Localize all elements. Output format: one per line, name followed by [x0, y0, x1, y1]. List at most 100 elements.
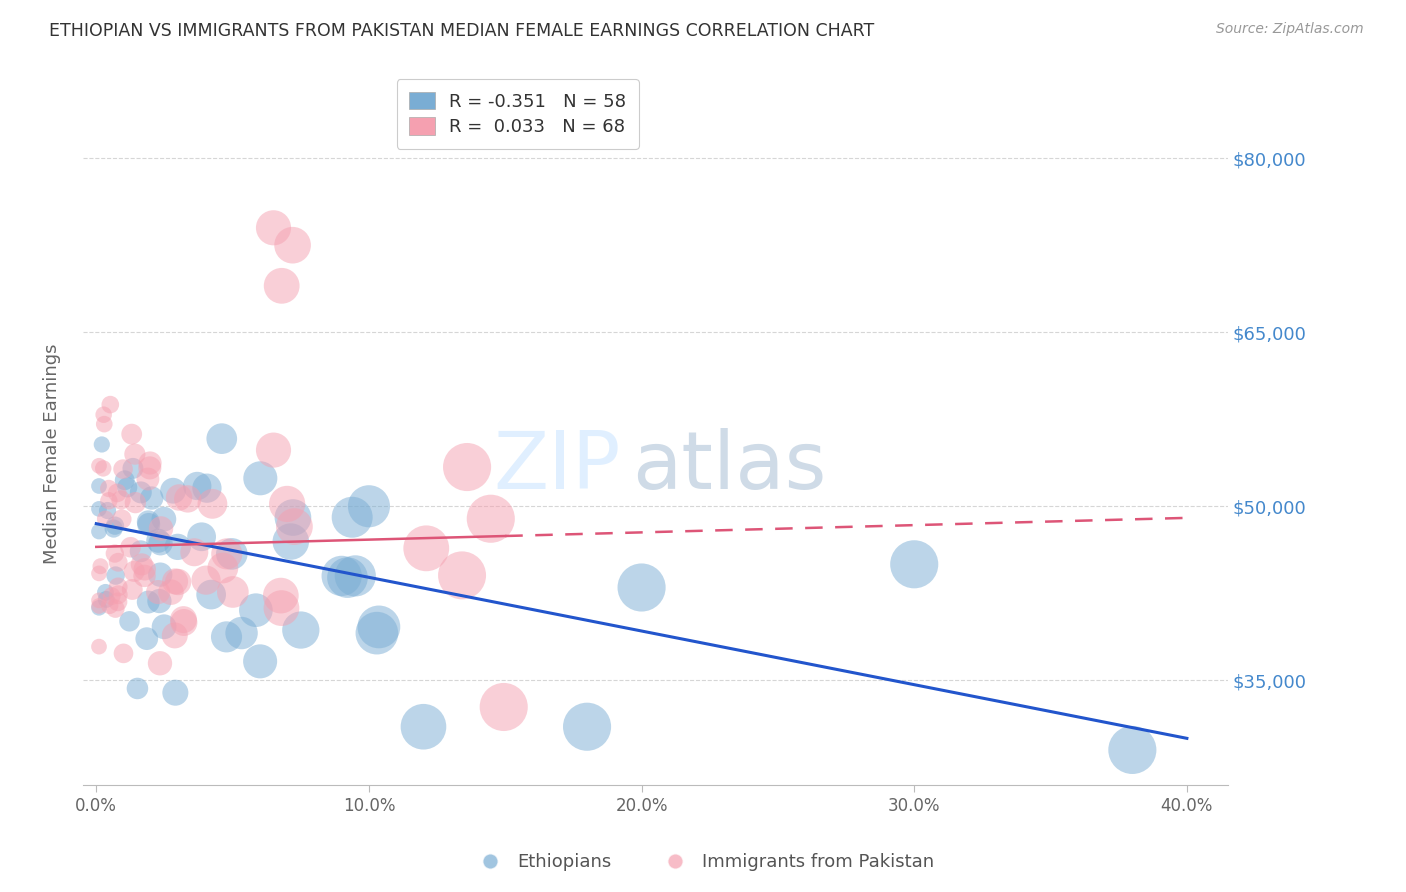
Point [91, 461, 114, 475]
Point [173, 613, 195, 627]
Point [280, 534, 302, 549]
Point [97, 493, 120, 508]
Point [87, 502, 110, 516]
Point [93, 408, 115, 422]
Point [93, 417, 115, 431]
Point [270, 601, 292, 615]
Point [136, 472, 159, 486]
Point [148, 594, 170, 608]
Point [121, 582, 143, 597]
Point [276, 497, 298, 511]
Point [122, 565, 145, 579]
Point [112, 462, 135, 476]
Point [451, 568, 474, 582]
Point [139, 461, 162, 475]
Point [245, 603, 267, 617]
Legend: Ethiopians, Immigrants from Pakistan: Ethiopians, Immigrants from Pakistan [465, 847, 941, 879]
Point [87, 600, 110, 615]
Point [195, 481, 218, 495]
Point [186, 479, 208, 493]
Point [160, 585, 183, 599]
Point [162, 483, 184, 498]
Point [165, 686, 187, 700]
Point [107, 580, 129, 594]
Point [120, 541, 142, 555]
Point [212, 561, 235, 575]
Point [576, 720, 599, 734]
Point [104, 547, 127, 561]
Point [107, 588, 129, 602]
Point [148, 533, 170, 548]
Point [166, 540, 188, 554]
Point [195, 573, 218, 587]
Point [153, 620, 176, 634]
Point [124, 447, 146, 461]
Point [492, 700, 515, 714]
Point [129, 544, 152, 558]
Text: atlas: atlas [633, 428, 827, 507]
Point [283, 519, 305, 533]
Point [249, 471, 271, 485]
Point [281, 510, 304, 524]
Point [121, 427, 143, 442]
Point [87, 524, 110, 539]
Point [163, 628, 186, 642]
Point [270, 278, 292, 293]
Point [127, 681, 149, 696]
Point [231, 626, 253, 640]
Point [177, 491, 200, 506]
Point [94, 512, 117, 526]
Point [104, 518, 127, 533]
Point [97, 482, 120, 496]
Point [131, 558, 153, 572]
Point [215, 547, 238, 561]
Point [100, 589, 122, 603]
Point [167, 574, 190, 589]
Text: Source: ZipAtlas.com: Source: ZipAtlas.com [1216, 22, 1364, 37]
Point [146, 585, 169, 599]
Point [111, 512, 134, 526]
Point [340, 510, 363, 524]
Point [336, 571, 359, 585]
Point [330, 569, 353, 583]
Point [87, 593, 110, 607]
Point [200, 588, 222, 602]
Point [115, 480, 138, 494]
Point [87, 479, 110, 493]
Point [173, 615, 195, 630]
Point [344, 569, 367, 583]
Point [270, 589, 292, 603]
Point [479, 512, 502, 526]
Point [215, 630, 238, 644]
Point [124, 495, 146, 509]
Point [98, 599, 121, 613]
Point [415, 541, 437, 556]
Point [412, 720, 434, 734]
Point [96, 503, 118, 517]
Point [87, 566, 110, 581]
Point [103, 522, 125, 536]
Point [190, 530, 212, 544]
Point [903, 558, 925, 572]
Point [122, 461, 145, 475]
Point [136, 515, 159, 529]
Point [201, 497, 224, 511]
Point [129, 485, 152, 500]
Point [367, 620, 389, 634]
Point [290, 623, 312, 637]
Point [87, 599, 110, 613]
Legend: R = -0.351   N = 58, R =  0.033   N = 68: R = -0.351 N = 58, R = 0.033 N = 68 [396, 79, 638, 149]
Point [149, 536, 172, 550]
Point [110, 492, 132, 507]
Point [118, 615, 141, 629]
Point [150, 521, 173, 535]
Point [104, 601, 127, 615]
Point [141, 491, 163, 505]
Point [149, 657, 172, 671]
Point [221, 547, 243, 561]
Point [630, 581, 652, 595]
Point [136, 595, 159, 609]
Point [149, 567, 172, 582]
Point [167, 491, 190, 505]
Point [134, 562, 156, 576]
